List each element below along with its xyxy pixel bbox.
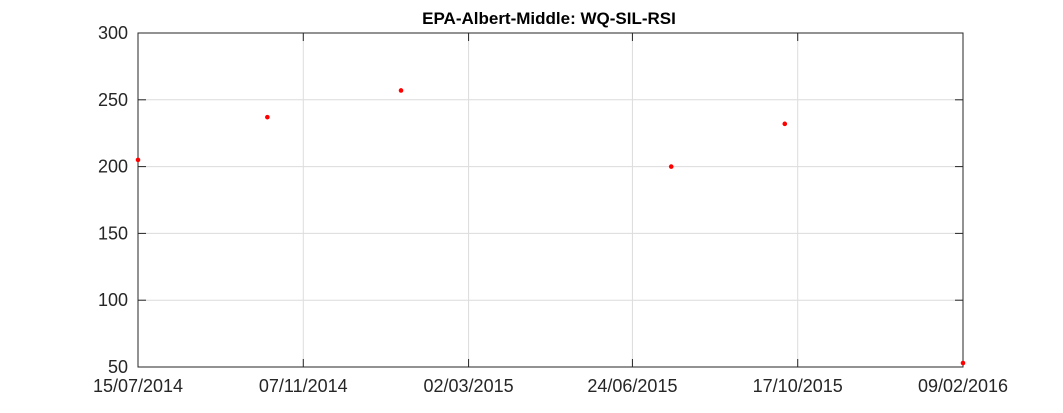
data-point (960, 360, 966, 366)
data-point (668, 164, 674, 169)
x-tick-label: 24/06/2015 (587, 376, 677, 396)
y-tick-label: 50 (108, 357, 128, 377)
data-point (398, 88, 404, 93)
y-tick-label: 200 (98, 157, 128, 177)
y-tick-label: 250 (98, 90, 128, 110)
x-tick-label: 17/10/2015 (753, 376, 843, 396)
chart-title: EPA-Albert-Middle: WQ-SIL-RSI (422, 9, 676, 28)
y-tick-label: 150 (98, 223, 128, 243)
x-tick-label: 09/02/2016 (918, 376, 1008, 396)
tick-labels: 15/07/2014 07/11/2014 02/03/2015 24/06/2015… (93, 23, 1008, 396)
axes-box (137, 32, 964, 368)
axes (137, 32, 964, 368)
plot-area (138, 33, 963, 367)
x-tick-label: 02/03/2015 (424, 376, 514, 396)
x-tick-label: 07/11/2014 (259, 376, 348, 396)
y-tick-label: 300 (98, 23, 128, 43)
data-point (265, 114, 270, 120)
x-tick-label: 15/07/2014 (93, 376, 183, 396)
y-tick-label: 100 (98, 290, 128, 310)
data-point (782, 121, 788, 127)
data-points (135, 88, 966, 366)
data-point (135, 157, 141, 163)
